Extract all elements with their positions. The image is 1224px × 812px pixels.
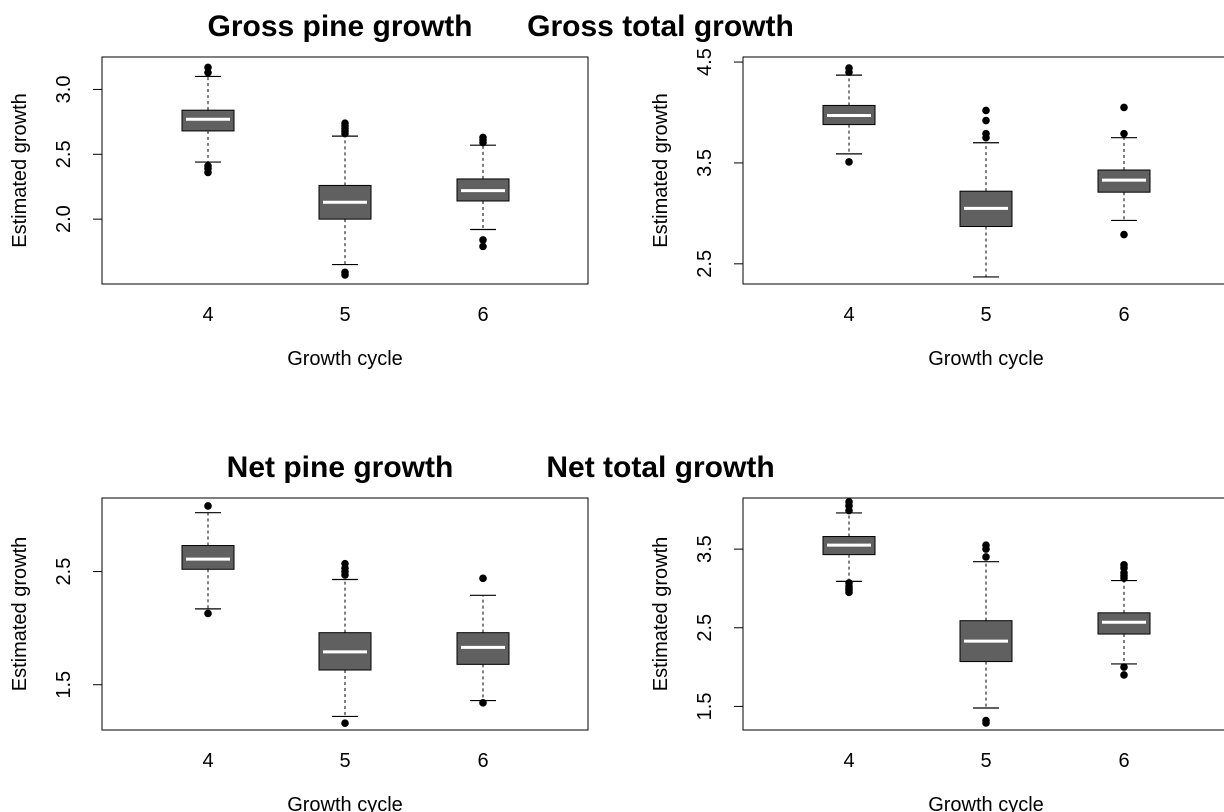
outlier-point xyxy=(204,162,212,170)
x-tick-label: 4 xyxy=(843,750,854,772)
outlier-point xyxy=(982,553,990,561)
outlier-point xyxy=(204,609,212,618)
x-tick-label: 5 xyxy=(339,750,350,772)
outlier-point xyxy=(341,559,349,568)
outlier-point xyxy=(479,242,487,251)
outlier-point xyxy=(982,716,990,725)
plot-frame xyxy=(101,56,589,285)
outlier-point xyxy=(982,106,990,115)
x-tick-label: 4 xyxy=(202,750,213,772)
outlier-point xyxy=(1120,230,1128,239)
y-tick-label: 3.5 xyxy=(694,535,716,563)
y-tick-label: 2.5 xyxy=(53,140,75,168)
y-tick-label: 3.0 xyxy=(53,76,75,104)
y-axis-label: Estimated growth xyxy=(9,537,31,692)
outlier-point xyxy=(479,133,487,142)
box-group xyxy=(181,502,235,618)
plot-frame xyxy=(101,497,589,731)
x-tick-label: 6 xyxy=(1118,304,1129,326)
outlier-point xyxy=(845,498,853,506)
outlier-point xyxy=(479,236,487,244)
x-tick-label: 6 xyxy=(477,750,488,772)
box-group xyxy=(456,574,510,707)
box-group xyxy=(822,498,876,597)
x-axis-label: Growth cycle xyxy=(287,794,403,812)
x-tick-label: 5 xyxy=(980,750,991,772)
chart-title: Gross total growth xyxy=(527,10,794,43)
y-axis-label: Estimated growth xyxy=(650,93,672,248)
y-tick-label: 2.5 xyxy=(53,558,75,586)
outlier-point xyxy=(341,119,349,127)
outlier-point xyxy=(982,116,990,125)
chart-title: Gross pine growth xyxy=(207,10,472,43)
x-tick-label: 5 xyxy=(980,304,991,326)
y-tick-label: 2.5 xyxy=(694,250,716,278)
x-axis-label: Growth cycle xyxy=(287,348,403,370)
x-tick-label: 4 xyxy=(202,304,213,326)
chart-title: Net pine growth xyxy=(227,451,454,484)
x-tick-label: 5 xyxy=(339,304,350,326)
x-tick-label: 6 xyxy=(477,304,488,326)
outlier-point xyxy=(1120,663,1128,671)
y-tick-label: 2.0 xyxy=(53,205,75,233)
outlier-point xyxy=(1120,561,1128,569)
box-group xyxy=(959,541,1013,727)
x-tick-label: 6 xyxy=(1118,750,1129,772)
outlier-point xyxy=(204,63,212,72)
outlier-point xyxy=(845,158,853,166)
outlier-point xyxy=(479,574,487,583)
box-group xyxy=(959,106,1013,278)
outlier-point xyxy=(845,64,853,72)
box-group xyxy=(1097,561,1151,679)
box-group xyxy=(1097,103,1151,239)
x-tick-label: 4 xyxy=(843,304,854,326)
outlier-point xyxy=(1120,103,1128,112)
outlier-point xyxy=(1120,671,1128,679)
outlier-point xyxy=(341,268,349,277)
chart-panel: Net total growth Growth cycle Estimated gr… xyxy=(546,451,1224,812)
box-group xyxy=(822,64,876,166)
chart-panel: Gross pine growth Growth cycle Estimated g… xyxy=(9,10,589,370)
box-group xyxy=(181,63,235,177)
y-tick-label: 1.5 xyxy=(694,693,716,721)
box-group xyxy=(318,559,372,728)
y-axis-label: Estimated growth xyxy=(650,537,672,692)
y-tick-label: 2.5 xyxy=(694,614,716,642)
box-group xyxy=(318,119,372,279)
y-tick-label: 1.5 xyxy=(53,671,75,699)
chart-title: Net total growth xyxy=(546,451,774,484)
outlier-point xyxy=(341,719,349,728)
outlier-point xyxy=(982,541,990,549)
box xyxy=(181,545,235,570)
plot-frame xyxy=(742,497,1224,731)
outlier-point xyxy=(479,699,487,707)
outlier-point xyxy=(204,502,212,510)
chart-panel: Net pine growth Growth cycle Estimated gro… xyxy=(9,451,589,812)
x-axis-label: Growth cycle xyxy=(928,794,1044,812)
x-axis-label: Growth cycle xyxy=(928,348,1044,370)
outlier-point xyxy=(845,579,853,587)
y-tick-label: 3.5 xyxy=(694,149,716,177)
outlier-point xyxy=(1120,129,1128,138)
y-tick-label: 4.5 xyxy=(694,48,716,76)
plot-frame xyxy=(742,56,1224,285)
outlier-point xyxy=(982,129,990,138)
y-axis-label: Estimated growth xyxy=(9,93,31,248)
box-group xyxy=(456,133,510,251)
chart-panel: Gross total growth Growth cycle Estimated … xyxy=(527,10,1224,370)
